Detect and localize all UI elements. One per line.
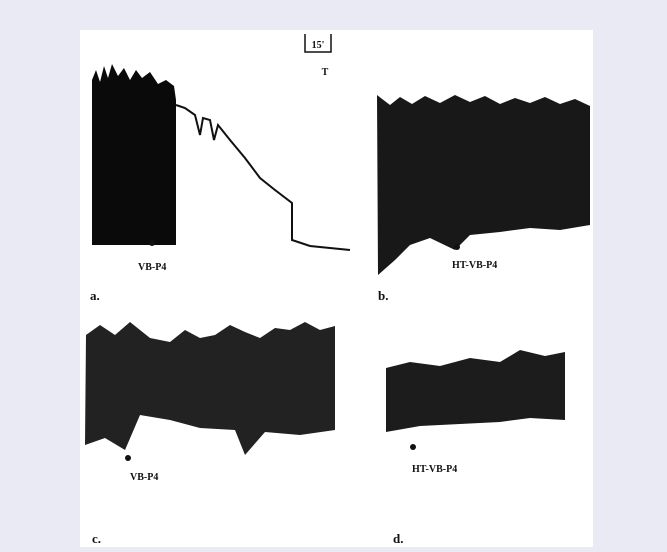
scale-label: T (322, 67, 329, 78)
marker-label: VB-P4 (138, 262, 166, 273)
panel-label: d. (393, 531, 403, 546)
marker-label: HT-VB-P4 (452, 260, 497, 271)
marker-label: VB-P4 (130, 472, 158, 483)
marker-dot (454, 244, 460, 250)
marker-dot (125, 455, 131, 461)
scale-time: 15' (312, 40, 325, 51)
marker-dot (149, 240, 155, 246)
figure: 15' T VB-P4 a. HT-VB-P4 b. VB-P4 c. HT-V… (0, 0, 667, 547)
panel-label: a. (90, 288, 100, 303)
marker-label: HT-VB-P4 (412, 464, 457, 475)
panel-label: b. (378, 288, 388, 303)
page: 15' T VB-P4 a. HT-VB-P4 b. VB-P4 c. HT-V… (0, 0, 667, 547)
marker-dot (410, 444, 416, 450)
trace-a-block (92, 64, 176, 245)
panel-label: c. (92, 531, 101, 546)
